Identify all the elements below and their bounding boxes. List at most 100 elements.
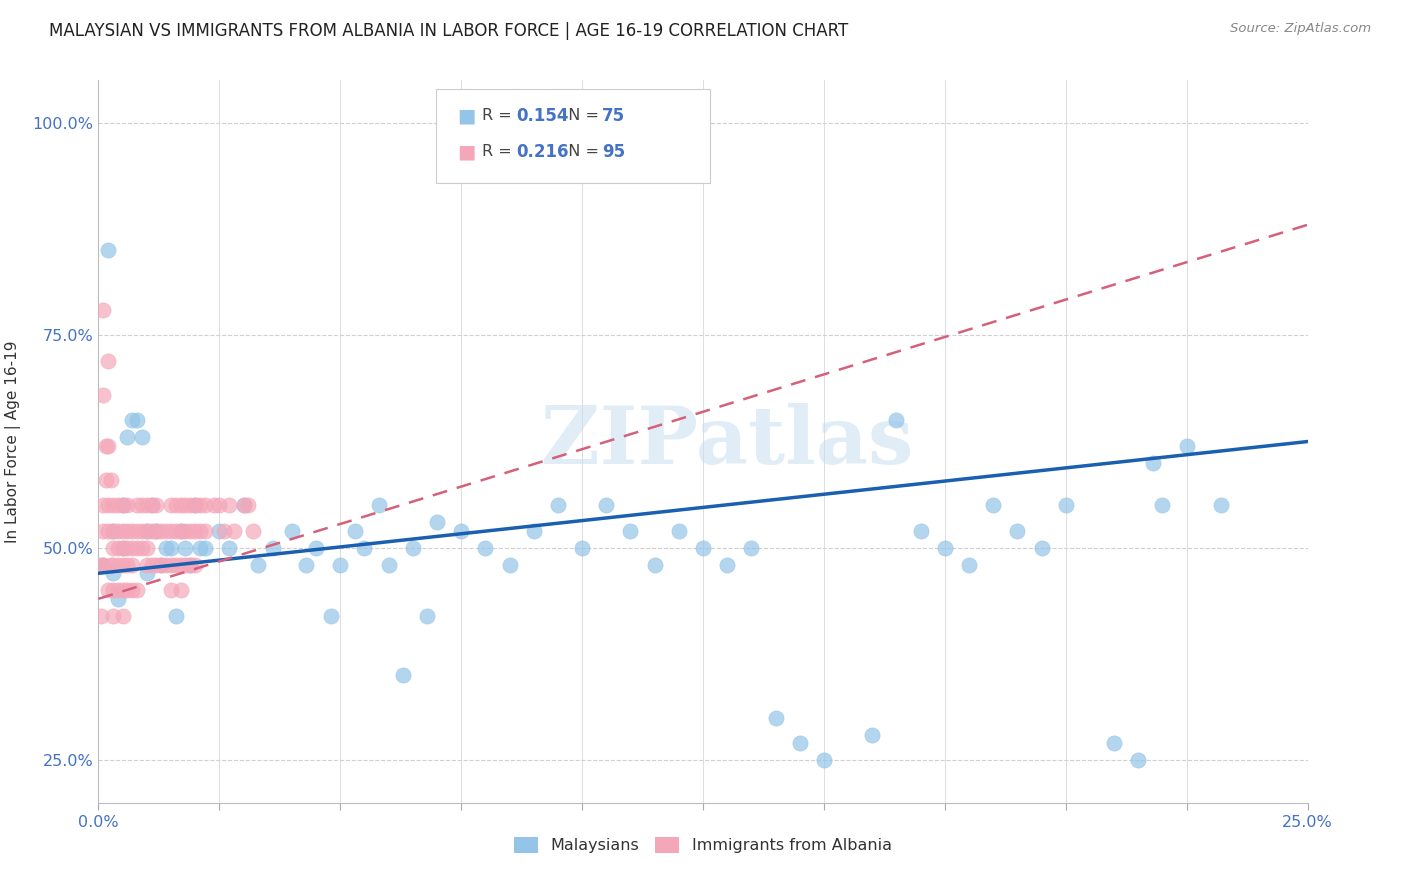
Point [111, 558, 134, 572]
Point [160, 524, 183, 538]
Point [860, 728, 883, 742]
Point [222, 524, 245, 538]
Point [232, 498, 254, 512]
Point [90, 558, 112, 572]
Point [194, 498, 217, 512]
Point [107, 558, 129, 572]
Point [91, 558, 114, 572]
Point [97, 244, 120, 258]
Point [1142, 456, 1164, 470]
Point [121, 524, 143, 538]
Point [117, 541, 139, 555]
Point [295, 558, 318, 572]
Point [368, 498, 391, 512]
Point [353, 541, 375, 555]
Point [131, 430, 153, 444]
Point [107, 541, 129, 555]
Point [179, 498, 201, 512]
Point [107, 498, 129, 512]
Point [107, 583, 129, 598]
Point [179, 558, 201, 572]
Point [111, 541, 134, 555]
Point [101, 524, 124, 538]
Point [131, 541, 153, 555]
Point [1102, 736, 1125, 750]
Point [131, 498, 153, 512]
Point [188, 541, 211, 555]
Point [165, 558, 187, 572]
Point [150, 558, 173, 572]
Point [150, 524, 173, 538]
Point [117, 524, 139, 538]
Point [208, 498, 231, 512]
Point [179, 524, 201, 538]
Point [174, 541, 197, 555]
Point [107, 524, 129, 538]
Point [155, 558, 177, 572]
Point [426, 516, 449, 530]
Point [450, 524, 472, 538]
Point [498, 558, 520, 572]
Point [141, 558, 163, 572]
Point [716, 558, 738, 572]
Point [281, 524, 304, 538]
Point [644, 558, 666, 572]
Point [135, 566, 157, 581]
Point [165, 608, 187, 623]
Point [111, 498, 134, 512]
Point [91, 524, 114, 538]
Point [121, 558, 143, 572]
Point [111, 583, 134, 598]
Point [218, 541, 240, 555]
Point [160, 498, 183, 512]
Point [957, 558, 980, 572]
Text: Source: ZipAtlas.com: Source: ZipAtlas.com [1230, 22, 1371, 36]
Point [174, 558, 197, 572]
Point [169, 498, 191, 512]
Point [131, 524, 153, 538]
Point [174, 498, 197, 512]
Point [160, 558, 183, 572]
Point [595, 498, 617, 512]
Point [127, 583, 149, 598]
Point [91, 498, 114, 512]
Point [101, 498, 124, 512]
Point [1209, 498, 1232, 512]
Point [127, 541, 149, 555]
Point [740, 541, 762, 555]
Point [121, 413, 143, 427]
Text: MALAYSIAN VS IMMIGRANTS FROM ALBANIA IN LABOR FORCE | AGE 16-19 CORRELATION CHAR: MALAYSIAN VS IMMIGRANTS FROM ALBANIA IN … [49, 22, 848, 40]
Point [117, 430, 139, 444]
Point [107, 591, 129, 606]
Point [101, 558, 124, 572]
Point [111, 608, 134, 623]
Point [135, 541, 157, 555]
Point [121, 541, 143, 555]
Point [169, 583, 191, 598]
Point [97, 524, 120, 538]
Point [377, 558, 399, 572]
Point [111, 524, 134, 538]
Point [155, 541, 177, 555]
Point [94, 439, 117, 453]
Point [619, 524, 641, 538]
Point [692, 541, 714, 555]
Point [416, 608, 439, 623]
Point [141, 498, 163, 512]
Point [184, 558, 207, 572]
Point [141, 498, 163, 512]
Text: R =: R = [482, 145, 517, 159]
Point [97, 498, 120, 512]
Point [97, 583, 120, 598]
Point [91, 558, 114, 572]
Point [765, 711, 787, 725]
Point [247, 558, 270, 572]
Point [218, 498, 240, 512]
Point [208, 524, 231, 538]
Point [212, 524, 235, 538]
Point [141, 524, 163, 538]
Point [1249, 822, 1271, 836]
Point [886, 413, 908, 427]
Text: ZIPatlas: ZIPatlas [541, 402, 914, 481]
Point [117, 583, 139, 598]
